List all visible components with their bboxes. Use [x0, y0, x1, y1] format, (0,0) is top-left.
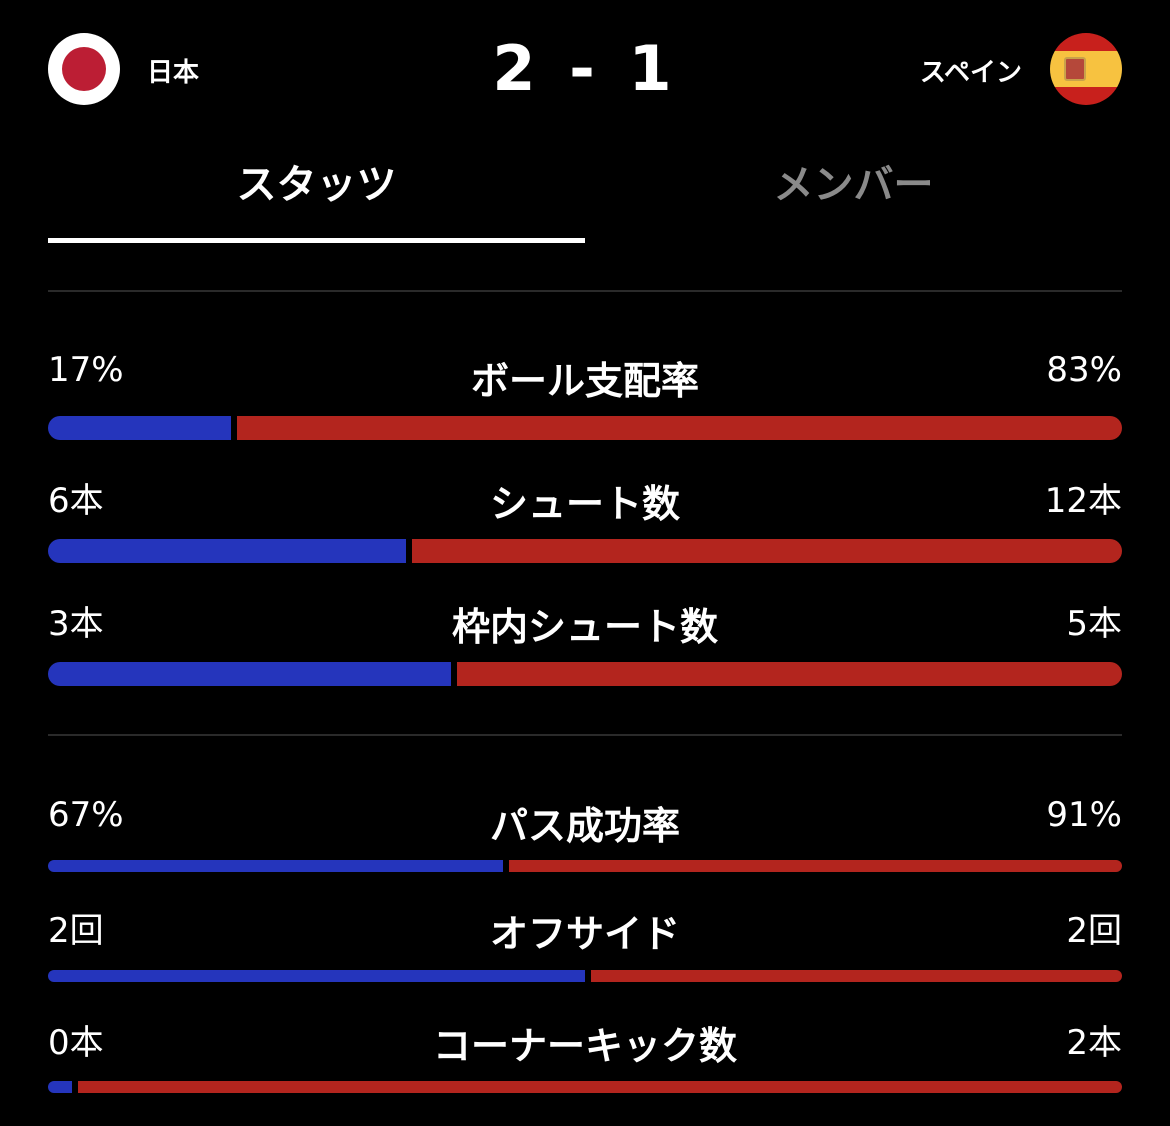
away-bar [412, 539, 1122, 563]
home-stat-value: 67% [48, 795, 124, 835]
tab-members[interactable]: メンバー [773, 162, 934, 208]
home-bar [48, 970, 585, 982]
stat-bar [48, 860, 1122, 872]
stat-row: 17% ボール支配率 83% [48, 350, 1122, 410]
home-stat-value: 2回 [48, 911, 104, 951]
japan-flag-icon [48, 33, 120, 105]
home-stat-value: 0本 [48, 1023, 104, 1063]
away-stat-value: 5本 [1066, 604, 1122, 644]
stat-label: パス成功率 [489, 804, 680, 848]
spain-flag-icon [1050, 33, 1122, 105]
home-stat-value: 3本 [48, 604, 104, 644]
stat-bar [48, 1081, 1122, 1093]
stat-label: 枠内シュート数 [451, 605, 718, 649]
away-bar [78, 1081, 1122, 1093]
stat-bar [48, 970, 1122, 982]
stat-label: シュート数 [489, 482, 680, 526]
home-bar [48, 1081, 72, 1093]
away-stat-value: 2回 [1066, 911, 1122, 951]
stat-row: 6本 シュート数 12本 [48, 473, 1122, 533]
away-bar [509, 860, 1122, 872]
score: 2 - 1 [492, 32, 678, 105]
stat-label: ボール支配率 [470, 359, 699, 403]
stat-row: 67% パス成功率 91% [48, 795, 1122, 855]
away-stat-value: 2本 [1066, 1023, 1122, 1063]
active-tab-indicator [48, 238, 585, 243]
home-stat-value: 17% [48, 350, 124, 390]
stat-bar [48, 662, 1122, 686]
away-stat-value: 12本 [1044, 481, 1122, 521]
stat-bar [48, 539, 1122, 563]
tab-stats[interactable]: スタッツ [236, 162, 397, 208]
stat-row: 2回 オフサイド 2回 [48, 903, 1122, 963]
stat-row: 0本 コーナーキック数 2本 [48, 1015, 1122, 1075]
away-stat-value: 83% [1046, 350, 1122, 390]
stat-bar [48, 416, 1122, 440]
home-bar [48, 416, 231, 440]
away-bar [456, 662, 1122, 686]
home-bar [48, 662, 451, 686]
home-stat-value: 6本 [48, 481, 104, 521]
stat-label: コーナーキック数 [432, 1024, 737, 1068]
divider [48, 290, 1122, 292]
stat-label: オフサイド [489, 912, 680, 956]
away-stat-value: 91% [1046, 795, 1122, 835]
divider [48, 734, 1122, 736]
home-team-name: 日本 [147, 58, 200, 88]
stat-row: 3本 枠内シュート数 5本 [48, 596, 1122, 656]
home-bar [48, 539, 406, 563]
away-team-name: スペイン [919, 58, 1022, 88]
home-bar [48, 860, 504, 872]
away-bar [236, 416, 1122, 440]
away-bar [591, 970, 1122, 982]
